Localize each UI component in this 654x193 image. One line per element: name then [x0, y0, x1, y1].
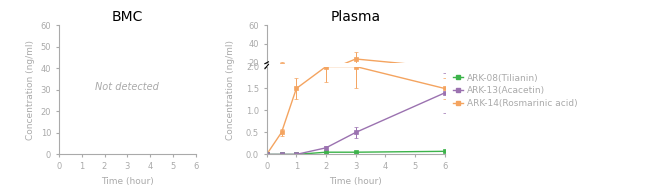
- Legend: ARK-08(Tilianin), ARK-13(Acacetin), ARK-14(Rosmarinic acid): ARK-08(Tilianin), ARK-13(Acacetin), ARK-…: [453, 74, 577, 108]
- X-axis label: Time (hour): Time (hour): [330, 177, 382, 186]
- Y-axis label: Concentration (ng/ml): Concentration (ng/ml): [26, 40, 35, 140]
- Title: Plasma: Plasma: [331, 10, 381, 24]
- Text: Not detected: Not detected: [95, 82, 160, 92]
- Text: Concentration (ng/ml): Concentration (ng/ml): [226, 40, 235, 140]
- X-axis label: Time (hour): Time (hour): [101, 177, 154, 186]
- Title: BMC: BMC: [112, 10, 143, 24]
